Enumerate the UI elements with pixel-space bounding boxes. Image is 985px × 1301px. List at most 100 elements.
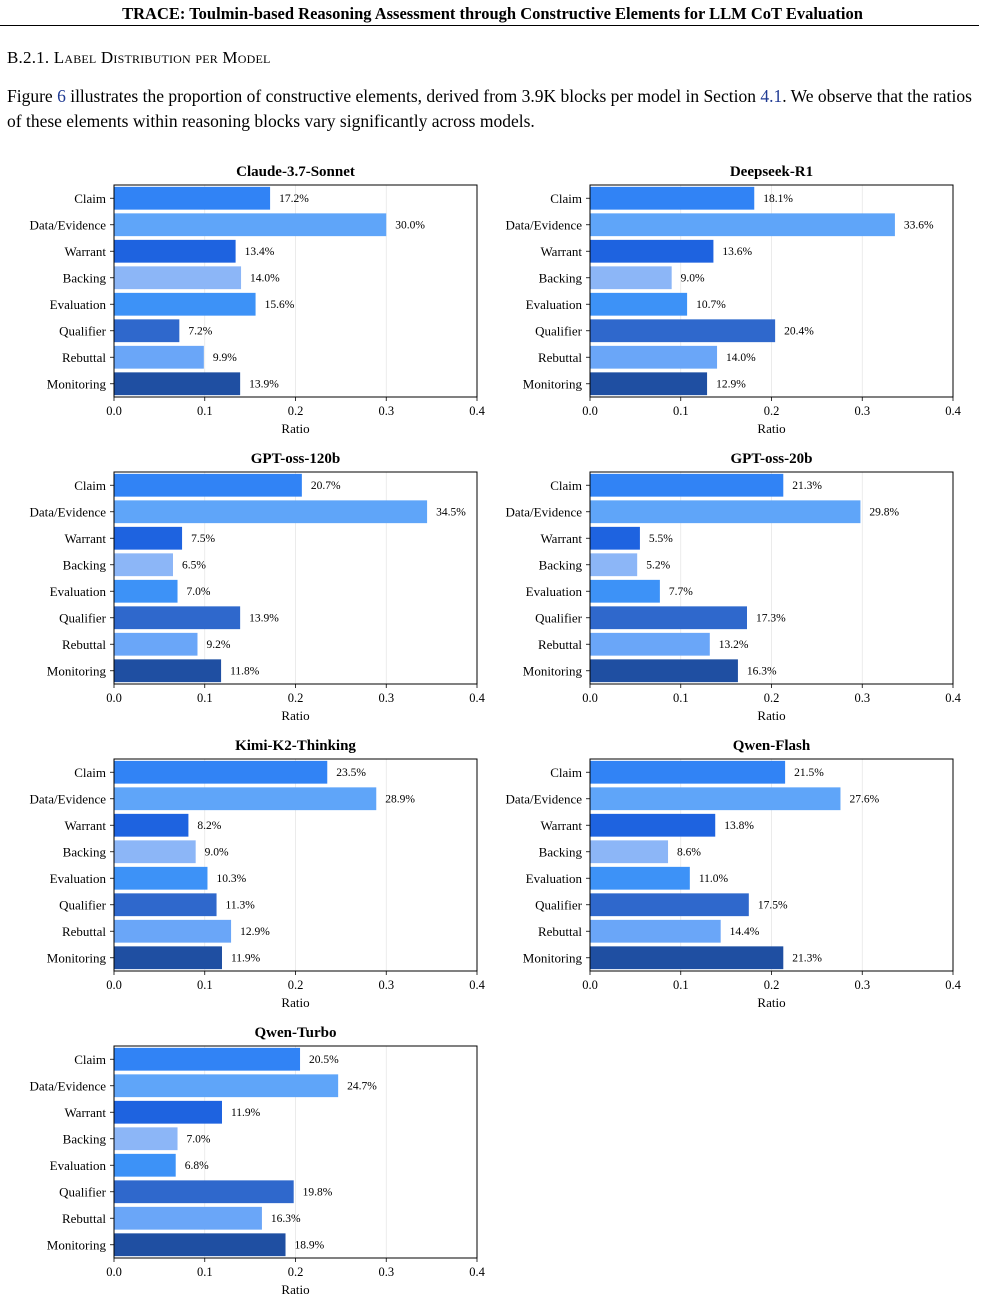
- chart-title: Claude-3.7-Sonnet: [236, 164, 355, 180]
- bar-qualifier: [590, 893, 749, 917]
- y-tick-label: Monitoring: [523, 376, 583, 391]
- data-label: 12.9%: [716, 378, 746, 390]
- header-divider: [0, 25, 979, 26]
- x-tick-label: 0.1: [673, 404, 689, 418]
- chart-panel-kimi-k2-thinking: Kimi-K2-Thinking Claim 23.5% Data/Evidence 2…: [29, 738, 485, 1010]
- data-label: 12.9%: [240, 926, 270, 938]
- bar-monitoring: [590, 659, 738, 683]
- bar-warrant: [114, 526, 183, 550]
- data-label: 11.0%: [699, 873, 729, 885]
- bar-data-evidence: [590, 787, 841, 811]
- y-tick-label: Qualifier: [535, 897, 583, 912]
- y-tick-label: Evaluation: [526, 871, 583, 886]
- data-label: 21.3%: [792, 952, 822, 964]
- x-tick-label: 0.4: [469, 404, 485, 418]
- y-tick-label: Data/Evidence: [29, 217, 106, 232]
- x-tick-label: 0.2: [288, 978, 304, 992]
- x-tick-label: 0.4: [469, 978, 485, 992]
- x-tick-label: 0.4: [469, 1265, 485, 1279]
- data-label: 9.0%: [205, 846, 229, 858]
- x-tick-label: 0.3: [378, 978, 394, 992]
- y-tick-label: Data/Evidence: [505, 504, 582, 519]
- data-label: 13.9%: [249, 378, 279, 390]
- y-tick-label: Warrant: [64, 531, 106, 546]
- y-tick-label: Warrant: [540, 818, 582, 833]
- bar-qualifier: [590, 319, 776, 343]
- bar-evaluation: [114, 1153, 176, 1177]
- data-label: 14.4%: [730, 926, 760, 938]
- data-label: 17.2%: [279, 193, 309, 205]
- data-label: 21.5%: [794, 767, 824, 779]
- y-tick-label: Data/Evidence: [29, 1078, 106, 1093]
- x-tick-label: 0.4: [469, 691, 485, 705]
- y-tick-label: Qualifier: [535, 610, 583, 625]
- data-label: 27.6%: [849, 793, 879, 805]
- y-tick-label: Monitoring: [47, 663, 107, 678]
- bar-warrant: [590, 813, 716, 837]
- y-tick-label: Claim: [550, 765, 582, 780]
- y-tick-label: Monitoring: [47, 950, 107, 965]
- x-tick-label: 0.0: [582, 404, 598, 418]
- paragraph-text-2: illustrates the proportion of constructi…: [65, 86, 761, 106]
- bar-rebuttal: [114, 919, 232, 943]
- data-label: 11.3%: [226, 899, 256, 911]
- bar-qualifier: [114, 893, 217, 917]
- data-label: 10.3%: [216, 873, 246, 885]
- bar-rebuttal: [590, 632, 710, 656]
- y-tick-label: Data/Evidence: [29, 504, 106, 519]
- bar-qualifier: [114, 319, 180, 343]
- y-tick-label: Data/Evidence: [29, 791, 106, 806]
- bar-evaluation: [114, 579, 178, 603]
- bar-evaluation: [590, 292, 688, 316]
- data-label: 30.0%: [395, 219, 425, 231]
- x-tick-label: 0.2: [288, 691, 304, 705]
- y-tick-label: Claim: [74, 191, 106, 206]
- bar-claim: [114, 473, 302, 497]
- data-label: 7.7%: [669, 586, 693, 598]
- data-label: 17.3%: [756, 612, 786, 624]
- y-tick-label: Evaluation: [50, 584, 107, 599]
- chart-title: GPT-oss-20b: [731, 451, 813, 467]
- paragraph-text-1: Figure: [7, 86, 58, 106]
- data-label: 20.4%: [784, 325, 814, 337]
- x-axis-label: Ratio: [281, 421, 309, 436]
- section-reference-link[interactable]: 4.1: [760, 86, 783, 106]
- y-tick-label: Claim: [74, 1052, 106, 1067]
- y-tick-label: Rebuttal: [538, 924, 582, 939]
- bar-warrant: [590, 526, 640, 550]
- data-label: 7.5%: [191, 533, 215, 545]
- bar-data-evidence: [590, 500, 861, 524]
- y-tick-label: Backing: [63, 557, 107, 572]
- x-tick-label: 0.1: [673, 978, 689, 992]
- bar-rebuttal: [114, 632, 198, 656]
- y-tick-label: Evaluation: [526, 297, 583, 312]
- figure-reference-link[interactable]: 6: [57, 86, 66, 106]
- data-label: 11.8%: [230, 665, 260, 677]
- bar-rebuttal: [590, 345, 718, 369]
- y-tick-label: Backing: [539, 270, 583, 285]
- bar-backing: [114, 1127, 178, 1151]
- data-label: 9.9%: [213, 352, 237, 364]
- x-tick-label: 0.2: [764, 978, 780, 992]
- data-label: 14.0%: [250, 272, 280, 284]
- bar-data-evidence: [590, 213, 895, 237]
- paragraph-text-3: . We observe that the ratios of these el…: [7, 86, 972, 131]
- bar-backing: [114, 840, 196, 864]
- bar-claim: [114, 760, 328, 784]
- data-label: 6.5%: [182, 559, 206, 571]
- x-tick-label: 0.3: [378, 1265, 394, 1279]
- data-label: 21.3%: [792, 480, 822, 492]
- bar-qualifier: [114, 1180, 294, 1204]
- x-tick-label: 0.2: [288, 1265, 304, 1279]
- bar-warrant: [114, 1100, 222, 1124]
- data-label: 13.6%: [722, 246, 752, 258]
- data-label: 7.0%: [187, 1133, 211, 1145]
- bar-data-evidence: [114, 1074, 339, 1098]
- chart-panel-qwen-turbo: Qwen-Turbo Claim 20.5% Data/Evidence 24.7% Wa…: [29, 1025, 485, 1297]
- x-tick-label: 0.0: [106, 404, 122, 418]
- x-tick-label: 0.0: [106, 691, 122, 705]
- data-label: 18.1%: [763, 193, 793, 205]
- y-tick-label: Claim: [74, 765, 106, 780]
- data-label: 13.4%: [245, 246, 275, 258]
- x-tick-label: 0.4: [945, 404, 961, 418]
